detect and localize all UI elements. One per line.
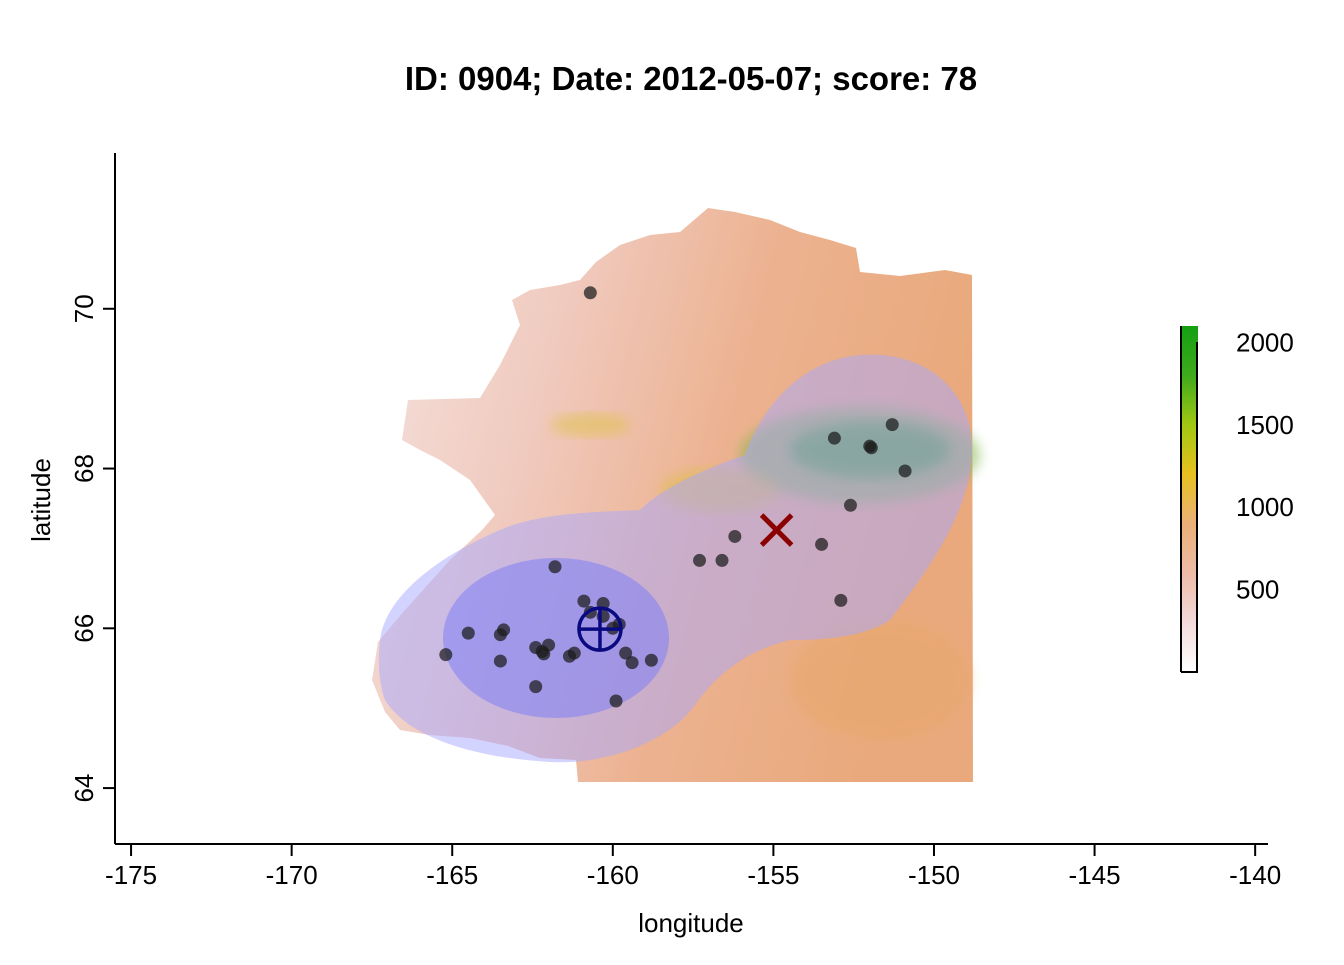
x-tick-label: -155	[747, 860, 799, 890]
y-tick-label: 66	[69, 614, 99, 643]
observation-point	[864, 441, 878, 455]
observation-point	[834, 593, 848, 607]
observation-point	[728, 529, 742, 543]
location-markers	[577, 513, 794, 652]
axes: -175 -170 -165 -160 -155 -150 -145 -140 64 66 68 7…	[26, 153, 1281, 938]
observation-point	[537, 647, 551, 661]
range-areas	[378, 354, 973, 763]
terrain-relief-north	[550, 413, 630, 437]
observation-point	[644, 653, 658, 667]
observation-point	[609, 694, 623, 708]
terrain-relief-south	[790, 620, 970, 740]
x-tick-label: -175	[105, 860, 157, 890]
y-tick-label: 64	[69, 774, 99, 803]
y-tick-label: 68	[69, 454, 99, 483]
observation-point	[898, 464, 912, 478]
y-ticks: 64 66 68 70	[69, 294, 115, 803]
observation-point	[625, 656, 639, 670]
observation-point	[827, 431, 841, 445]
observation-point	[693, 553, 707, 567]
observation-point	[619, 646, 633, 660]
x-axis-label: longitude	[638, 908, 744, 938]
inner-range-area	[443, 558, 669, 718]
x-tick-label: -165	[426, 860, 478, 890]
observation-point	[715, 553, 729, 567]
observation-point	[439, 648, 453, 662]
plot-title: ID: 0904; Date: 2012-05-07; score: 78	[405, 60, 977, 97]
observation-point	[815, 537, 829, 551]
y-axis-label: latitude	[26, 458, 56, 542]
observation-point	[583, 286, 597, 300]
colorbar-tick-label: 1500	[1236, 410, 1294, 440]
observation-point	[562, 649, 576, 663]
true-location-marker	[759, 513, 794, 547]
colorbar: 500 1000 1500 2000	[1180, 326, 1294, 673]
colorbar-ticks: 500 1000 1500 2000	[1236, 327, 1294, 604]
x-tick-label: -140	[1229, 860, 1281, 890]
observation-point	[885, 418, 899, 432]
estimated-location-marker	[577, 606, 623, 652]
observation-point	[461, 626, 475, 640]
x-ticks: -175 -170 -165 -160 -155 -150 -145 -140	[105, 844, 1281, 890]
colorbar-tick-label: 500	[1236, 575, 1279, 605]
observation-point	[493, 654, 507, 668]
colorbar-gradient-bar	[1181, 326, 1198, 672]
observation-points	[439, 286, 912, 708]
observation-point	[548, 560, 562, 574]
x-tick-label: -170	[266, 860, 318, 890]
x-tick-label: -160	[587, 860, 639, 890]
observation-point	[843, 498, 857, 512]
colorbar-tick-label: 2000	[1236, 327, 1294, 357]
x-tick-label: -150	[908, 860, 960, 890]
colorbar-tick-label: 1000	[1236, 492, 1294, 522]
x-tick-label: -145	[1069, 860, 1121, 890]
y-tick-label: 70	[69, 294, 99, 323]
observation-point	[529, 680, 543, 694]
observation-point	[493, 628, 507, 642]
observation-point	[577, 594, 591, 608]
